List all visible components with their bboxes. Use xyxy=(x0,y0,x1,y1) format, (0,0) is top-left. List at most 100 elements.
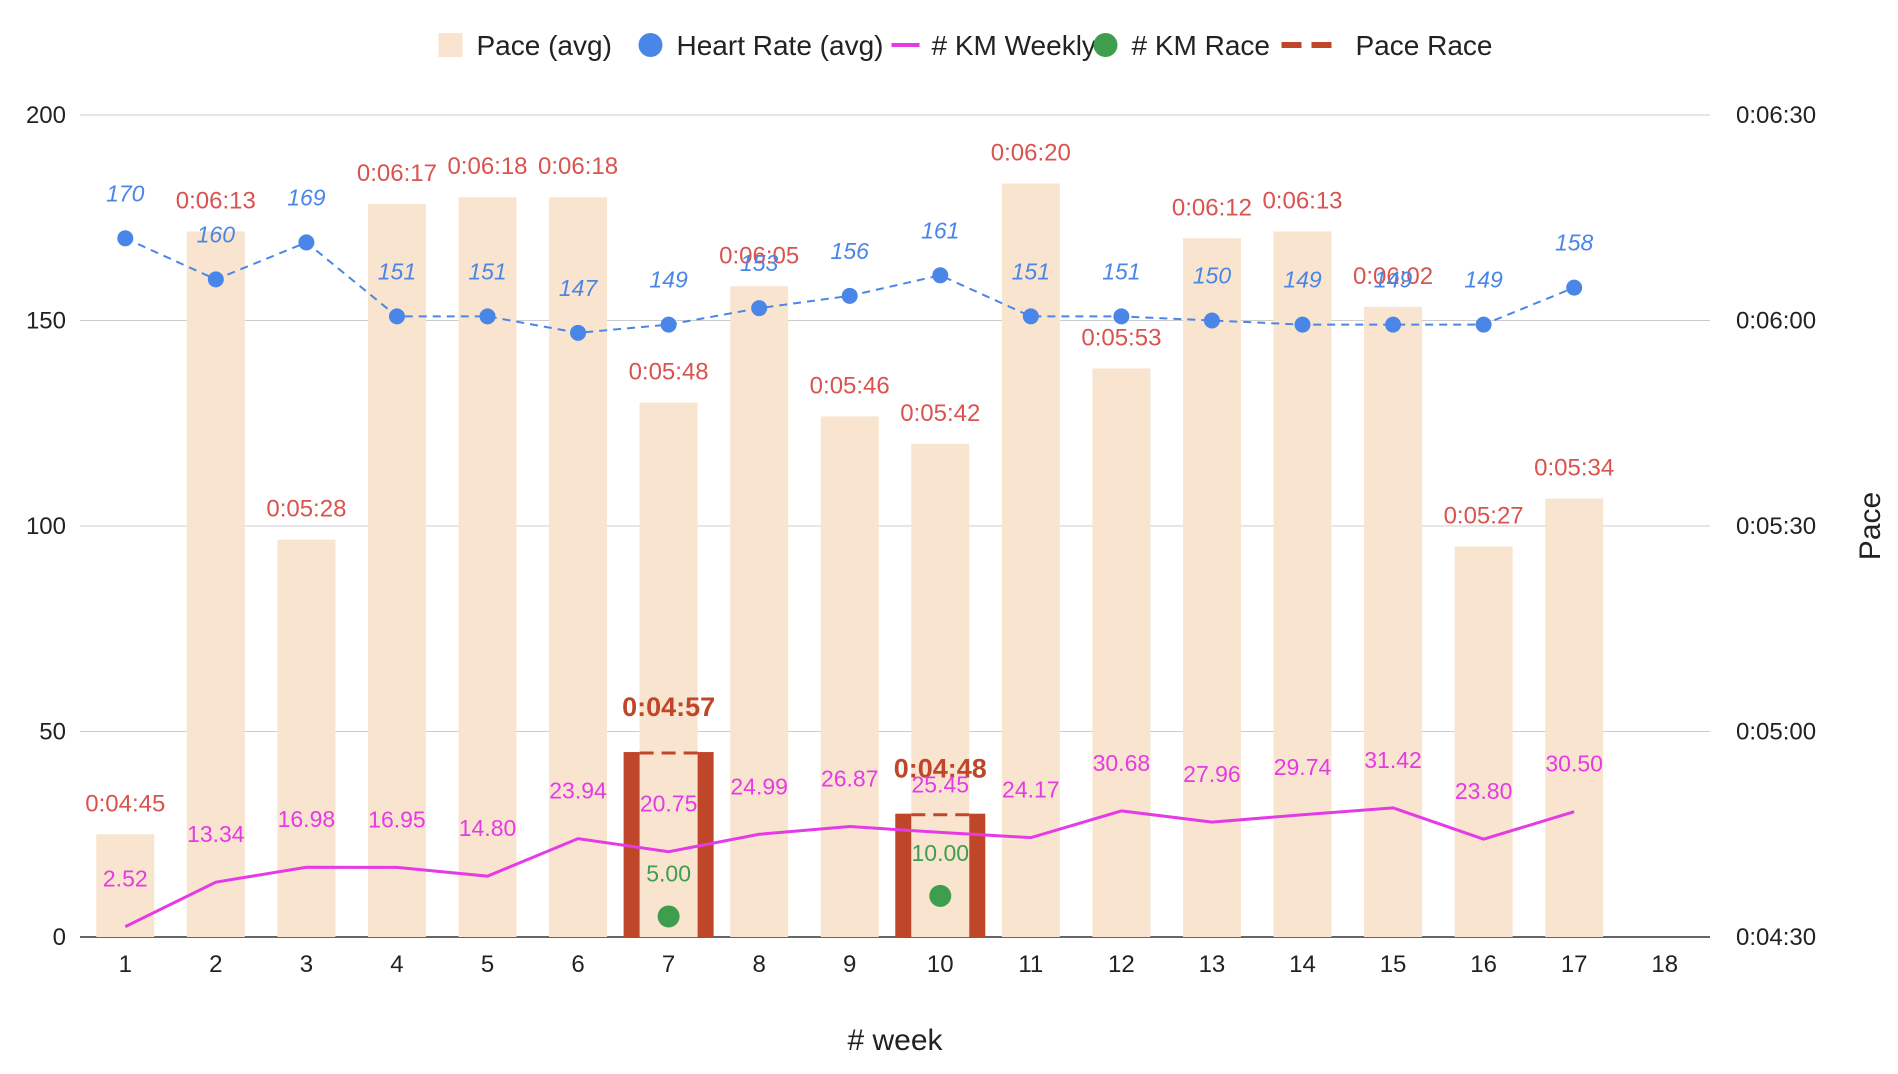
x-tick-label: 11 xyxy=(1018,951,1043,978)
heart-rate-data-label: 149 xyxy=(1283,267,1322,293)
km-weekly-data-label: 30.50 xyxy=(1545,751,1603,777)
heart-rate-point xyxy=(1113,308,1130,325)
legend-swatch-circle xyxy=(638,33,663,57)
km-weekly-data-label: 29.74 xyxy=(1274,754,1332,780)
pace-data-label: 0:05:46 xyxy=(810,372,890,399)
km-weekly-line xyxy=(124,806,1575,928)
legend-label: Pace Race xyxy=(1356,30,1493,61)
heart-rate-point xyxy=(207,271,224,288)
legend-item: Pace (avg) xyxy=(438,30,612,61)
heart-rate-point xyxy=(841,287,858,304)
heart-rate-point xyxy=(1385,316,1402,333)
heart-rate-data-label: 149 xyxy=(1464,267,1503,293)
km-race-point xyxy=(657,905,680,928)
x-tick-label: 3 xyxy=(300,951,313,978)
pace-data-label: 0:06:20 xyxy=(991,140,1071,167)
x-tick-label: 10 xyxy=(927,951,954,978)
heart-rate-data-label: 150 xyxy=(1193,263,1232,289)
pace-bar xyxy=(186,231,245,937)
heart-rate-point xyxy=(117,230,134,247)
km-weekly-data-label: 23.80 xyxy=(1455,778,1513,804)
pace-data-label: 0:06:13 xyxy=(176,187,256,214)
pace-bar xyxy=(730,286,789,937)
km-weekly-data-label: 26.87 xyxy=(821,766,879,792)
x-tick-label: 15 xyxy=(1380,951,1407,978)
y-right-tick-label: 0:05:00 xyxy=(1736,719,1816,746)
km-weekly-data-label: 13.34 xyxy=(187,821,245,847)
y-left-tick-label: 0 xyxy=(53,924,66,951)
heart-rate-point xyxy=(1566,279,1583,296)
x-tick-label: 14 xyxy=(1289,951,1316,978)
y-right-tick-label: 0:06:00 xyxy=(1736,308,1816,335)
race-pace-bar-left xyxy=(895,813,912,937)
pace-bar xyxy=(1454,546,1513,937)
x-tick-label: 6 xyxy=(571,951,584,978)
race-pace-data-label: 0:04:48 xyxy=(894,754,987,784)
y-right-tick-label: 0:06:30 xyxy=(1736,102,1816,129)
heart-rate-data-label: 156 xyxy=(831,238,870,264)
pace-data-label: 0:05:28 xyxy=(266,496,346,523)
heart-rate-data-label: 158 xyxy=(1555,230,1594,256)
km-race-points xyxy=(657,884,952,928)
x-tick-label: 5 xyxy=(481,951,494,978)
pace-bar xyxy=(1182,238,1241,938)
heart-rate-point xyxy=(570,324,587,341)
pace-bar xyxy=(1092,368,1151,937)
km-weekly-data-label: 30.68 xyxy=(1093,750,1151,776)
legend-swatch-square xyxy=(438,33,463,57)
km-weekly-data-label: 16.98 xyxy=(278,806,336,832)
pace-bar xyxy=(911,443,970,937)
pace-bar xyxy=(1273,231,1332,937)
pace-data-label: 0:05:27 xyxy=(1444,503,1524,530)
heart-rate-point xyxy=(1475,316,1492,333)
km-weekly-data-label: 27.96 xyxy=(1183,761,1241,787)
legend-label: Heart Rate (avg) xyxy=(677,30,884,61)
heart-rate-data-label: 153 xyxy=(740,250,779,276)
km-race-point xyxy=(929,884,952,907)
legend-label: # KM Weekly xyxy=(932,30,1096,61)
legend-label: Pace (avg) xyxy=(477,30,612,61)
legend-item: Heart Rate (avg) xyxy=(638,30,884,61)
heart-rate-point xyxy=(751,300,768,317)
legend-item: # KM Race xyxy=(1093,30,1271,61)
x-tick-label: 4 xyxy=(390,951,403,978)
km-weekly-data-label: 2.52 xyxy=(103,866,148,892)
km-weekly-data-label: 24.99 xyxy=(730,773,788,799)
race-pace-bar-right xyxy=(969,813,986,937)
km-weekly-data-label: 25.45 xyxy=(911,771,969,797)
pace-bar xyxy=(96,834,155,937)
heart-rate-point xyxy=(388,308,405,325)
pace-data-label: 0:05:53 xyxy=(1081,324,1161,351)
x-tick-label: 2 xyxy=(209,951,222,978)
pace-data-label: 0:06:05 xyxy=(719,242,799,269)
x-tick-label: 16 xyxy=(1470,951,1497,978)
x-tick-label: 18 xyxy=(1651,951,1678,978)
heart-rate-point xyxy=(660,316,677,333)
x-tick-label: 7 xyxy=(662,951,675,978)
heart-rate-data-label: 149 xyxy=(649,267,688,293)
race-pace-bar-left xyxy=(623,752,640,937)
x-tick-label: 12 xyxy=(1108,951,1135,978)
x-tick-label: 13 xyxy=(1199,951,1226,978)
legend: Pace (avg) Heart Rate (avg) # KM Weekly # K… xyxy=(438,30,1493,61)
axes: 0 0:04:30 50 0:05:00 100 0:05:30 150 0:06:00 200… xyxy=(26,102,1887,1057)
pace-data-label: 0:04:45 xyxy=(85,790,165,817)
pace-bar xyxy=(549,197,608,937)
pace-data-label: 0:05:42 xyxy=(900,400,980,427)
km-weekly-data-label: 31.42 xyxy=(1364,747,1422,773)
heart-rate-point xyxy=(479,308,496,325)
pace-data-label: 0:06:12 xyxy=(1172,194,1252,221)
pace-data-label: 0:06:17 xyxy=(357,160,437,187)
legend-swatch-circle xyxy=(1093,33,1118,57)
y-right-tick-label: 0:05:30 xyxy=(1736,513,1816,540)
y-left-tick-label: 200 xyxy=(26,102,66,129)
pace-bar xyxy=(1545,498,1604,937)
heart-rate-data-label: 151 xyxy=(468,258,506,284)
y-right-axis-title: Pace xyxy=(1854,492,1887,560)
pace-bar xyxy=(820,416,879,937)
heart-rate-data-label: 151 xyxy=(378,258,416,284)
y-left-tick-label: 150 xyxy=(26,308,66,335)
km-weekly-data-label: 24.17 xyxy=(1002,777,1060,803)
legend-item: # KM Weekly xyxy=(891,30,1096,61)
legend-label: # KM Race xyxy=(1132,30,1271,61)
